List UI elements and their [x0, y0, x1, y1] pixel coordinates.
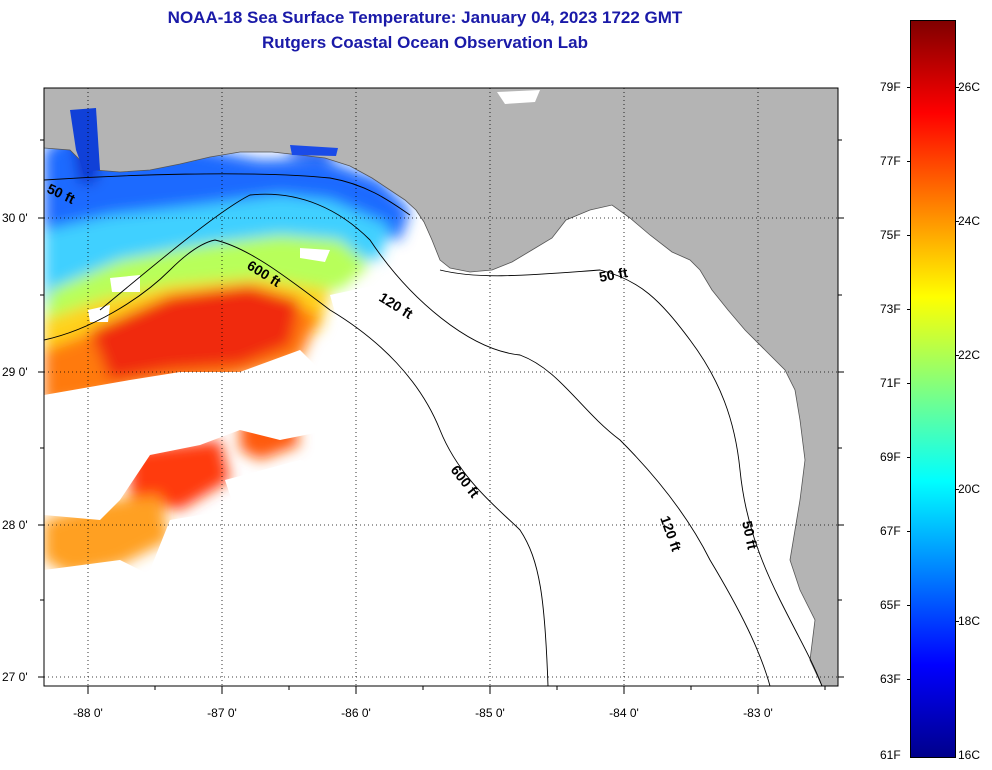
- choctawhatchee-bay: [290, 145, 338, 156]
- colorbar-label-20c: 20C: [958, 482, 981, 496]
- depth-contours: [44, 173, 823, 686]
- lat-label-28: 28 0': [2, 518, 28, 532]
- colorbar-label-18c: 18C: [958, 614, 981, 628]
- temperature-colorbar: [907, 20, 959, 758]
- contour-50ft-west: [44, 173, 411, 216]
- lon-label-88: -88 0': [73, 706, 103, 720]
- lat-label-27: 27 0': [2, 670, 28, 684]
- cloud-mask: [44, 248, 420, 686]
- colorbar-label-26c: 26C: [958, 80, 981, 94]
- colorbar-label-65f: 65F: [880, 598, 901, 612]
- colorbar-label-61f: 61F: [880, 748, 901, 762]
- colorbar-label-24c: 24C: [958, 214, 981, 228]
- contour-600ft: [44, 239, 549, 686]
- colorbar-label-79f: 79F: [880, 80, 901, 94]
- land: [44, 88, 838, 686]
- lake-patch: [497, 90, 540, 104]
- colorbar-label-77f: 77F: [880, 154, 901, 168]
- colorbar-label-67f: 67F: [880, 524, 901, 538]
- lon-label-87: -87 0': [207, 706, 237, 720]
- lon-label-86: -86 0': [341, 706, 371, 720]
- lon-label-84: -84 0': [609, 706, 639, 720]
- mobile-bay: [70, 108, 100, 172]
- axis-ticks: [38, 139, 844, 694]
- lat-label-30: 30 0': [2, 211, 28, 225]
- colorbar-label-69f: 69F: [880, 450, 901, 464]
- grid-lines: [44, 88, 838, 686]
- colorbar-label-63f: 63F: [880, 672, 901, 686]
- sst-field: [44, 112, 410, 575]
- colorbar-label-16c: 16C: [958, 748, 981, 762]
- chart-subtitle: Rutgers Coastal Ocean Observation Lab: [262, 33, 588, 52]
- colorbar-label-22c: 22C: [958, 348, 981, 362]
- lat-label-29: 29 0': [2, 365, 28, 379]
- colorbar-label-71f: 71F: [880, 376, 901, 390]
- contour-50ft-east: [439, 269, 823, 686]
- lon-label-83: -83 0': [743, 706, 773, 720]
- colorbar-label-73f: 73F: [880, 302, 901, 316]
- map-frame: [43, 87, 839, 687]
- depth-label-50ft-north: 50 ft: [598, 264, 629, 285]
- depth-label-50ft-south: 50 ft: [739, 519, 761, 551]
- contour-120ft: [99, 193, 771, 686]
- colorbar-label-75f: 75F: [880, 228, 901, 242]
- lon-label-85: -85 0': [475, 706, 505, 720]
- chart-title: NOAA-18 Sea Surface Temperature: January…: [167, 8, 683, 27]
